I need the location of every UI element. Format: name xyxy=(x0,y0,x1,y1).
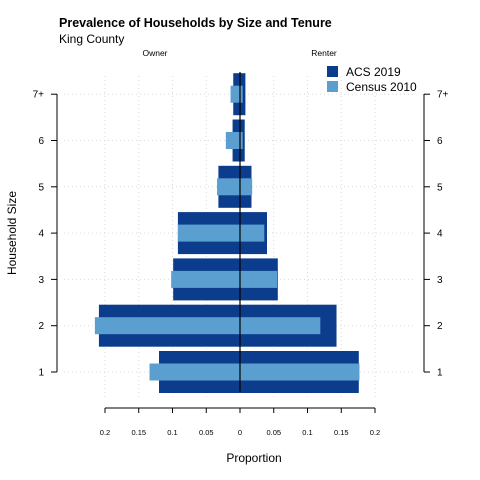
x-tick-label: 0.05 xyxy=(266,428,281,437)
census-2010-renter-bar xyxy=(240,270,278,288)
census-2010-owner-bar xyxy=(94,317,240,335)
left-y-tick-label: 7+ xyxy=(33,90,45,101)
legend-label: ACS 2019 xyxy=(346,65,401,79)
chart-subtitle: King County xyxy=(59,32,124,46)
right-y-tick-label: 5 xyxy=(437,182,443,193)
x-tick-label: 0.1 xyxy=(167,428,177,437)
legend-swatch xyxy=(327,81,338,92)
x-tick-label: 0.1 xyxy=(302,428,312,437)
left-y-tick-label: 1 xyxy=(38,368,44,379)
census-2010-owner-bar xyxy=(177,224,240,242)
x-axis-title: Proportion xyxy=(226,451,281,465)
census-2010-owner-bar xyxy=(217,178,240,196)
left-y-tick-label: 6 xyxy=(38,136,44,147)
x-tick-label: 0.15 xyxy=(334,428,349,437)
owner-group-label: Owner xyxy=(142,48,167,58)
left-y-tick-label: 2 xyxy=(38,321,44,332)
census-2010-renter-bar xyxy=(240,178,253,196)
census-2010-owner-bar xyxy=(230,85,240,103)
x-tick-label: 0.05 xyxy=(199,428,214,437)
right-y-tick-label: 2 xyxy=(437,321,443,332)
renter-group-label: Renter xyxy=(311,48,337,58)
census-2010-owner-bar xyxy=(171,270,240,288)
chart-title: Prevalence of Households by Size and Ten… xyxy=(59,16,332,30)
census-2010-owner-bar xyxy=(149,363,240,381)
right-y-tick-label: 1 xyxy=(437,368,443,379)
x-tick-label: 0.15 xyxy=(131,428,146,437)
x-tick-label: 0.2 xyxy=(370,428,380,437)
census-2010-renter-bar xyxy=(240,132,243,149)
right-y-tick-label: 7+ xyxy=(437,90,449,101)
bars xyxy=(94,73,360,393)
left-y-tick-label: 4 xyxy=(38,229,44,240)
x-tick-label: 0.2 xyxy=(100,428,110,437)
left-y-tick-label: 3 xyxy=(38,275,44,286)
right-y-tick-label: 4 xyxy=(437,229,443,240)
x-tick-label: 0 xyxy=(238,428,242,437)
legend-label: Census 2010 xyxy=(346,80,417,94)
census-2010-renter-bar xyxy=(240,317,321,335)
y-axis-title: Household Size xyxy=(5,191,19,275)
census-2010-renter-bar xyxy=(240,363,360,381)
census-2010-owner-bar xyxy=(225,132,240,149)
legend-swatch xyxy=(327,66,338,77)
census-2010-renter-bar xyxy=(240,85,243,103)
census-2010-renter-bar xyxy=(240,224,265,242)
right-y-tick-label: 3 xyxy=(437,275,443,286)
left-y-tick-label: 5 xyxy=(38,182,44,193)
axes: 1 2 3 4 5 6 7+ 1 2 3 4 5 6 7+ 0.2 0.15 0.1 0.05 0 0.05 0.1 0.… xyxy=(33,72,449,437)
right-y-tick-label: 6 xyxy=(437,136,443,147)
